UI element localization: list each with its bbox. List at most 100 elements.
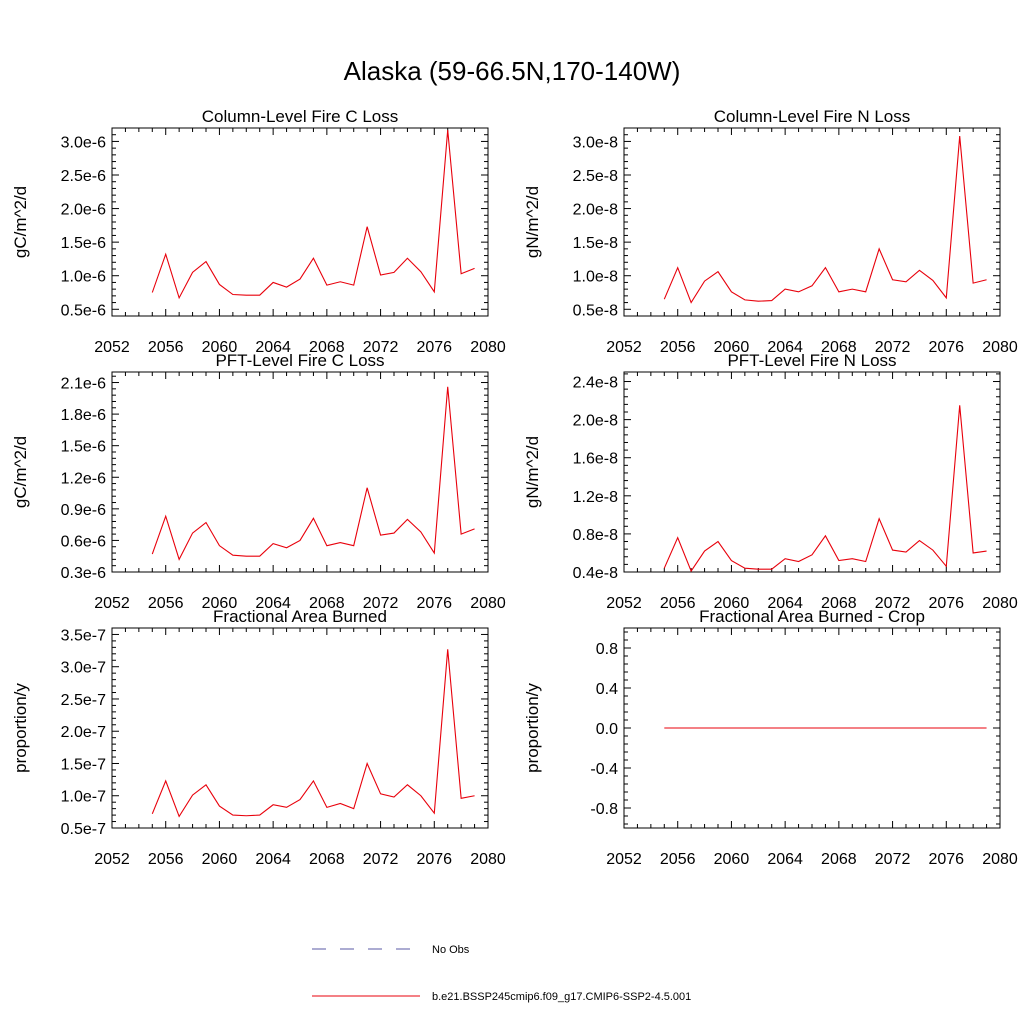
x-tick-label: 2060 [202, 339, 238, 356]
plot-frame [623, 371, 1001, 573]
x-tick-label: 2056 [148, 851, 184, 868]
y-tick-label: -0.8 [590, 801, 618, 818]
y-tick-label: 2.0e-6 [61, 202, 106, 219]
page-title: Alaska (59-66.5N,170-140W) [344, 56, 681, 86]
x-tick-label: 2068 [309, 595, 345, 612]
x-tick-label: 2056 [660, 851, 696, 868]
y-tick-label: 3.0e-7 [61, 660, 106, 677]
chart-panel-6: Fractional Area Burned - Crop proportion/… [523, 607, 1018, 868]
y-axis-label: proportion/y [523, 683, 542, 773]
x-tick-label: 2068 [309, 339, 345, 356]
x-tick-label: 2060 [202, 595, 238, 612]
x-tick-label: 2068 [821, 595, 857, 612]
y-tick-label: 1.5e-6 [61, 235, 106, 252]
x-tick-label: 2060 [202, 851, 238, 868]
y-tick-label: 2.5e-8 [573, 168, 618, 185]
chart-title: Column-Level Fire N Loss [714, 107, 911, 126]
x-tick-label: 2060 [714, 339, 750, 356]
y-tick-label: 0.8e-8 [573, 527, 618, 544]
chart-title: PFT-Level Fire C Loss [215, 351, 384, 370]
x-tick-label: 2072 [875, 595, 911, 612]
x-tick-label: 2080 [470, 339, 506, 356]
y-tick-label: 2.4e-8 [573, 375, 618, 392]
y-tick-label: 2.0e-8 [573, 413, 618, 430]
y-axis-label: gC/m^2/d [11, 436, 30, 508]
x-tick-label: 2056 [148, 595, 184, 612]
x-tick-label: 2072 [875, 851, 911, 868]
y-tick-label: 0.9e-6 [61, 502, 106, 519]
chart-panel-3: PFT-Level Fire C Loss gC/m^2/d 2052 2056 206… [11, 351, 506, 612]
y-tick-label: 0.5e-8 [573, 302, 618, 319]
x-tick-label: 2076 [416, 851, 452, 868]
series-line-1 [151, 649, 475, 818]
y-tick-label: 0.5e-6 [61, 302, 106, 319]
y-tick-label: 0.3e-6 [61, 565, 106, 582]
y-tick-label: 3.0e-6 [61, 134, 106, 151]
x-tick-label: 2064 [255, 851, 291, 868]
chart-title: Fractional Area Burned [213, 607, 387, 626]
y-tick-label: 0.6e-6 [61, 533, 106, 550]
x-tick-label: 2080 [470, 595, 506, 612]
y-tick-label: 2.5e-7 [61, 692, 106, 709]
plot-frame [623, 127, 1001, 317]
y-tick-label: 0.0 [596, 721, 618, 738]
y-tick-label: 1.0e-6 [61, 269, 106, 286]
chart-panel-1: Column-Level Fire C Loss gC/m^2/d 2052 2056… [11, 107, 506, 356]
legend-label-no-obs: No Obs [432, 944, 470, 956]
x-tick-label: 2076 [416, 595, 452, 612]
y-tick-label: 1.5e-8 [573, 235, 618, 252]
x-tick-label: 2068 [309, 851, 345, 868]
x-tick-label: 2060 [714, 595, 750, 612]
x-tick-label: 2072 [875, 339, 911, 356]
y-tick-label: 2.0e-7 [61, 724, 106, 741]
chart-title: PFT-Level Fire N Loss [727, 351, 896, 370]
y-tick-label: 1.5e-6 [61, 439, 106, 456]
x-tick-label: 2056 [660, 595, 696, 612]
y-tick-label: 2.0e-8 [573, 202, 618, 219]
y-tick-label: -0.4 [590, 761, 618, 778]
x-tick-label: 2072 [363, 595, 399, 612]
x-tick-label: 2052 [606, 851, 642, 868]
panels: Column-Level Fire C Loss gC/m^2/d 2052 2056… [11, 107, 1018, 868]
x-tick-label: 2064 [767, 851, 803, 868]
legend-label-model: b.e21.BSSP245cmip6.f09_g17.CMIP6-SSP2-4.… [432, 991, 691, 1003]
y-axis-label: gN/m^2/d [523, 436, 542, 508]
y-tick-label: 2.1e-6 [61, 376, 106, 393]
y-tick-label: 1.2e-8 [573, 489, 618, 506]
chart-title: Fractional Area Burned - Crop [699, 607, 925, 626]
x-tick-label: 2080 [982, 851, 1018, 868]
series-line-1 [663, 405, 987, 573]
legend: No Obs b.e21.BSSP245cmip6.f09_g17.CMIP6-… [312, 944, 691, 1003]
x-tick-label: 2064 [255, 339, 291, 356]
x-tick-label: 2052 [94, 339, 130, 356]
y-tick-label: 3.5e-7 [61, 627, 106, 644]
plot-frame [111, 627, 489, 829]
y-tick-label: 0.5e-7 [61, 821, 106, 838]
x-tick-label: 2052 [606, 595, 642, 612]
x-tick-label: 2064 [255, 595, 291, 612]
x-tick-label: 2076 [928, 339, 964, 356]
x-tick-label: 2080 [470, 851, 506, 868]
y-tick-label: 0.8 [596, 641, 618, 658]
y-tick-label: 0.4e-8 [573, 565, 618, 582]
y-tick-label: 1.5e-7 [61, 756, 106, 773]
chart-panel-2: Column-Level Fire N Loss gN/m^2/d 2052 2056… [523, 107, 1018, 356]
y-tick-label: 0.4 [596, 681, 618, 698]
x-tick-label: 2068 [821, 851, 857, 868]
x-tick-label: 2080 [982, 339, 1018, 356]
x-tick-label: 2060 [714, 851, 750, 868]
y-tick-label: 1.8e-6 [61, 407, 106, 424]
chart-panel-5: Fractional Area Burned proportion/y 2052 20… [11, 607, 506, 868]
y-axis-label: gN/m^2/d [523, 186, 542, 258]
x-tick-label: 2076 [928, 595, 964, 612]
x-tick-label: 2072 [363, 851, 399, 868]
chart-panel-4: PFT-Level Fire N Loss gN/m^2/d 2052 2056 206… [523, 351, 1018, 612]
x-tick-label: 2076 [928, 851, 964, 868]
plot-frame [111, 371, 489, 573]
x-tick-label: 2052 [94, 595, 130, 612]
series-line-1 [151, 386, 475, 561]
y-tick-label: 2.5e-6 [61, 168, 106, 185]
y-tick-label: 1.0e-7 [61, 789, 106, 806]
y-axis-label: proportion/y [11, 683, 30, 773]
